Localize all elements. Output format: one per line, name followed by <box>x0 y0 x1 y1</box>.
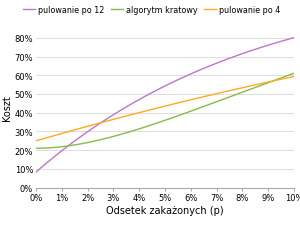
pulowanie po 12 <box>174 80 177 83</box>
algorytm kratowy <box>174 116 177 118</box>
pulowanie po 12 <box>158 88 162 90</box>
Line: algorytm kratowy: algorytm kratowy <box>36 74 294 149</box>
Line: pulowanie po 4: pulowanie po 4 <box>36 77 294 141</box>
pulowanie po 4 <box>174 103 177 105</box>
pulowanie po 12 <box>246 51 249 54</box>
Line: pulowanie po 12: pulowanie po 12 <box>36 38 294 172</box>
pulowanie po 4 <box>286 77 290 80</box>
pulowanie po 4 <box>157 107 160 110</box>
pulowanie po 4 <box>158 106 162 109</box>
pulowanie po 4 <box>246 86 249 89</box>
pulowanie po 4 <box>34 140 38 143</box>
algorytm kratowy <box>246 89 249 92</box>
pulowanie po 4 <box>188 99 191 102</box>
algorytm kratowy <box>292 73 296 75</box>
pulowanie po 4 <box>292 76 296 79</box>
pulowanie po 12 <box>292 37 296 40</box>
algorytm kratowy <box>34 147 38 150</box>
pulowanie po 12 <box>188 74 191 76</box>
algorytm kratowy <box>286 75 290 77</box>
algorytm kratowy <box>157 122 160 124</box>
Legend: pulowanie po 12, algorytm kratowy, pulowanie po 4: pulowanie po 12, algorytm kratowy, pulow… <box>20 3 284 18</box>
algorytm kratowy <box>188 111 191 114</box>
algorytm kratowy <box>158 121 162 124</box>
Y-axis label: Koszt: Koszt <box>2 95 12 120</box>
pulowanie po 12 <box>286 39 290 42</box>
pulowanie po 12 <box>157 88 160 91</box>
X-axis label: Odsetek zakażonych (p): Odsetek zakażonych (p) <box>106 205 224 215</box>
pulowanie po 12 <box>34 171 38 174</box>
